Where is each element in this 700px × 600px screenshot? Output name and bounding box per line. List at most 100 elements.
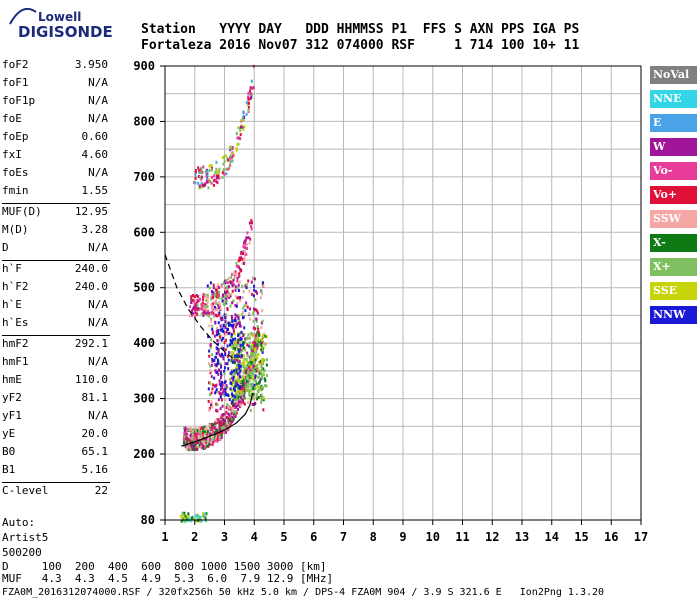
echo-point (190, 310, 193, 314)
echo-point (225, 154, 228, 158)
echo-point (207, 381, 210, 385)
echo-point (237, 321, 240, 325)
x-tick-label: 17 (634, 530, 648, 544)
echo-point (227, 407, 230, 411)
echo-point (232, 337, 235, 341)
echo-point (190, 519, 193, 523)
echo-point (195, 432, 198, 436)
echo-point (221, 354, 224, 358)
echo-point (214, 369, 217, 373)
param-label: h`F2 (2, 280, 29, 293)
echo-point (219, 362, 222, 366)
echo-point (217, 361, 220, 365)
param-row: yF2 81.1 (2, 391, 108, 409)
echo-point (236, 279, 239, 283)
echo-point (200, 441, 203, 445)
echo-point (238, 386, 241, 390)
echo-point (227, 292, 230, 296)
echo-point (238, 403, 241, 407)
echo-point (254, 338, 257, 342)
echo-point (224, 421, 227, 425)
echo-point (237, 316, 240, 320)
echo-point (239, 348, 242, 352)
echo-point (242, 364, 245, 368)
echo-point (216, 435, 219, 439)
x-tick-label: 12 (485, 530, 499, 544)
echo-point (225, 313, 228, 317)
echo-point (209, 435, 212, 439)
echo-point (210, 400, 213, 404)
echo-point (206, 305, 209, 309)
echo-point (233, 403, 236, 407)
echo-point (232, 272, 235, 276)
x-tick-label: 4 (251, 530, 258, 544)
echo-point (245, 303, 248, 307)
echo-point (227, 418, 230, 422)
y-tick-label: 80 (141, 513, 155, 527)
echo-point (190, 443, 193, 447)
echo-point (186, 441, 189, 445)
echo-point (230, 343, 233, 347)
echo-point (260, 393, 263, 397)
echo-point (219, 434, 222, 438)
echo-point (207, 387, 210, 391)
echo-point (184, 426, 187, 430)
echo-point (195, 293, 198, 297)
echo-point (247, 370, 250, 374)
echo-point (246, 351, 249, 355)
header-columns: Station YYYY DAY DDD HHMMSS P1 FFS S AXN… (141, 22, 580, 37)
echo-point (263, 359, 266, 363)
echo-point (255, 382, 258, 386)
echo-point (211, 290, 214, 294)
echo-point (253, 365, 256, 369)
echo-point (235, 343, 238, 347)
echo-point (238, 274, 241, 278)
echo-point (227, 280, 230, 284)
echo-point (242, 241, 245, 245)
param-row: B0 65.1 (2, 445, 108, 463)
echo-point (242, 383, 245, 387)
echo-point (208, 311, 211, 315)
echo-point (250, 361, 253, 365)
echo-point (215, 293, 218, 297)
echo-point (227, 332, 230, 336)
echo-point (231, 319, 234, 323)
echo-point (233, 356, 236, 360)
echo-point (214, 321, 217, 325)
echo-point (214, 363, 217, 367)
echo-point (260, 364, 263, 368)
echo-point (226, 386, 229, 390)
echo-point (253, 354, 256, 358)
echo-point (230, 317, 233, 321)
echo-point (226, 308, 229, 312)
echo-point (225, 167, 228, 171)
echo-point (223, 313, 226, 317)
echo-point (205, 179, 208, 183)
echo-point (210, 338, 213, 342)
echo-point (214, 171, 217, 175)
echo-point (264, 342, 267, 346)
echo-point (208, 406, 211, 410)
echo-point (222, 393, 225, 397)
echo-point (208, 393, 211, 397)
echo-point (261, 338, 264, 342)
param-row: foEp 0.60 (2, 130, 108, 148)
echo-point (231, 289, 234, 293)
echo-point (209, 432, 212, 436)
echo-point (254, 374, 257, 378)
echo-point (200, 166, 203, 170)
param-label: h`E (2, 298, 22, 311)
param-row: D N/A (2, 241, 108, 259)
echo-point (231, 416, 234, 420)
echo-point (212, 286, 215, 290)
echo-point (251, 402, 254, 406)
param-value: 5.16 (81, 463, 109, 476)
param-value: 4.60 (81, 148, 109, 161)
param-row: fxI 4.60 (2, 148, 108, 166)
echo-point (248, 289, 251, 293)
echo-point (194, 304, 197, 308)
echo-point (259, 388, 262, 392)
echo-point (223, 369, 226, 373)
echo-point (191, 298, 194, 302)
echo-point (217, 313, 220, 317)
